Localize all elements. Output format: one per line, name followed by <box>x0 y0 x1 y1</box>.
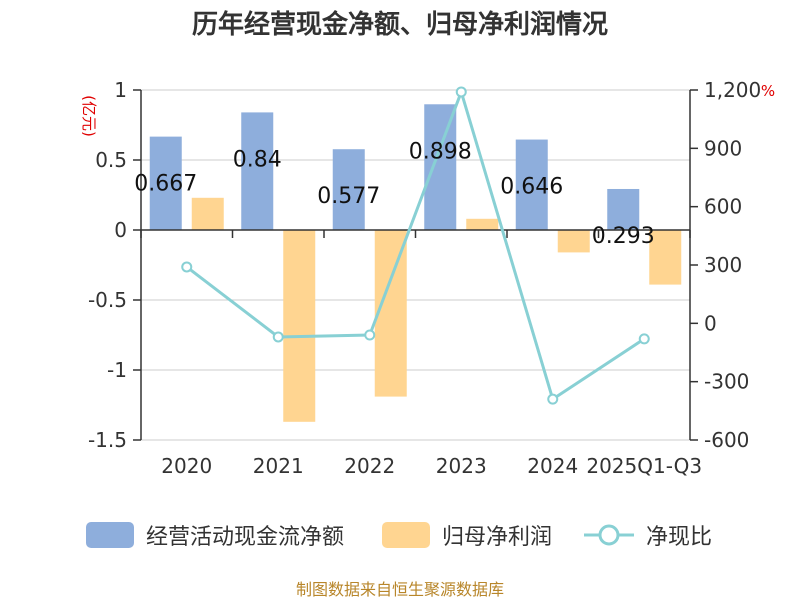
netprofit-bar-2024 <box>557 230 590 253</box>
netprofit-bar-2022 <box>374 230 407 397</box>
ratio-point-2021 <box>272 331 284 343</box>
ratio-point-2022 <box>364 329 376 341</box>
ratio-point-2024 <box>547 393 559 405</box>
x-tick-label-2023: 2023 <box>436 454 487 478</box>
cashflow-value-label-2025Q1-Q3: 0.293 <box>592 224 655 249</box>
right-tick-label-3: 300 <box>704 253 742 277</box>
cashflow-value-label-2021: 0.84 <box>233 147 282 172</box>
left-tick-label-1: 0.5 <box>95 148 127 172</box>
left-tick-label-4: -1 <box>107 358 127 382</box>
right-tick-label-5: -300 <box>704 370 749 394</box>
x-tick-label-2024: 2024 <box>527 454 578 478</box>
tick-labels: 10.50-0.5-1-1.51,2009006003000-300-60020… <box>88 78 761 478</box>
cashflow-bar-2025Q1-Q3 <box>607 188 640 230</box>
left-axis-unit: (亿元) <box>80 95 98 137</box>
cashflow-value-label-2022: 0.577 <box>317 184 380 209</box>
legend-label-ratio: 净现比 <box>646 525 712 550</box>
legend-label-cashflow: 经营活动现金流净额 <box>146 525 344 550</box>
right-tick-label-0: 1,200 <box>704 78 761 102</box>
right-tick-label-4: 0 <box>704 311 717 335</box>
source-note: 制图数据来自恒生聚源数据库 <box>296 580 504 599</box>
x-tick-label-2025Q1-Q3: 2025Q1-Q3 <box>586 454 702 478</box>
axes <box>133 89 698 441</box>
cashflow-bar-2020 <box>149 136 182 230</box>
cashflow-bar-2021 <box>241 112 274 230</box>
right-axis-unit: % <box>761 82 775 100</box>
data-labels: 0.667 0.84 0.577 0.898 0.646 0.293 <box>134 139 654 249</box>
legend-marker-ratio <box>598 524 620 546</box>
legend-swatch-netprofit <box>382 522 430 548</box>
netprofit-bar-2021 <box>283 230 316 422</box>
left-tick-label-3: -0.5 <box>88 288 127 312</box>
cashflow-bar-2022 <box>332 149 365 230</box>
x-tick-label-2021: 2021 <box>253 454 304 478</box>
cashflow-value-label-2023: 0.898 <box>409 139 472 164</box>
ratio-point-2020 <box>181 261 193 273</box>
cashflow-value-label-2020: 0.667 <box>134 172 197 197</box>
right-tick-label-6: -600 <box>704 428 749 452</box>
right-tick-label-1: 900 <box>704 136 742 160</box>
left-tick-label-2: 0 <box>114 218 127 242</box>
left-tick-label-0: 1 <box>114 78 127 102</box>
x-tick-label-2020: 2020 <box>161 454 212 478</box>
netprofit-bar-2023 <box>466 218 499 230</box>
left-tick-label-5: -1.5 <box>88 428 127 452</box>
ratio-line-path <box>185 87 646 402</box>
netprofit-bar-2020 <box>191 197 224 230</box>
x-tick-label-2022: 2022 <box>344 454 395 478</box>
ratio-point-2023 <box>455 86 467 98</box>
chart-title: 历年经营现金净额、归母净利润情况 <box>192 9 608 40</box>
netprofit-bar-2025Q1-Q3 <box>649 230 682 285</box>
legend: 经营活动现金流净额 归母净利润 净现比 <box>86 522 712 550</box>
cashflow-value-label-2024: 0.646 <box>500 175 563 200</box>
cashflow-bar-2024 <box>515 139 548 230</box>
cashflow-bar-2023 <box>424 104 457 230</box>
legend-label-netprofit: 归母净利润 <box>442 525 552 550</box>
ratio-line <box>181 86 650 405</box>
legend-swatch-cashflow <box>86 522 134 548</box>
bars <box>149 104 682 422</box>
ratio-point-2025Q1-Q3 <box>638 333 650 345</box>
right-tick-label-2: 600 <box>704 195 742 219</box>
